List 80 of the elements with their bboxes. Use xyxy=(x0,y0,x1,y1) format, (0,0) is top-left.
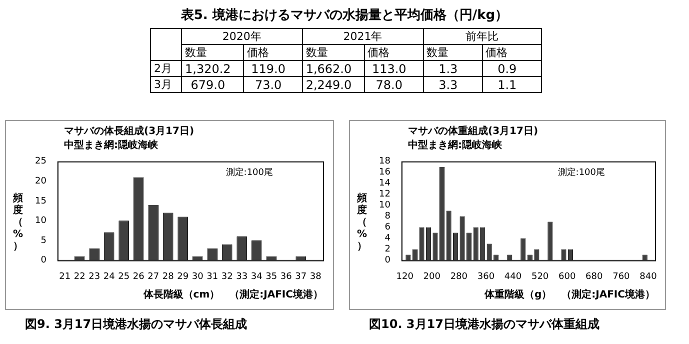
x-tick-label: 35 xyxy=(266,272,278,282)
x-tick-label: 38 xyxy=(310,272,322,282)
y-tick-label: 15 xyxy=(35,196,46,206)
x-tick-label: 120 xyxy=(396,272,414,282)
x-tick-label: 440 xyxy=(504,272,522,282)
chart-title: マサバの体重組成(3月17日) xyxy=(408,124,538,138)
x-tick-label: 680 xyxy=(586,272,604,282)
data-label: 1,662.0 xyxy=(302,60,364,76)
y-tick-label: 5 xyxy=(40,236,46,246)
annotation: 測定:100尾 xyxy=(226,166,273,179)
chart-title: 表5. 境港におけるマサバの水揚量と平均価格（円/kg） xyxy=(180,6,510,24)
text: 前年比 xyxy=(423,28,542,44)
data-label: 119.0 xyxy=(243,60,302,76)
x-tick-label: 22 xyxy=(74,272,86,282)
y-tick-label: 20 xyxy=(35,176,47,187)
data-label: 73.0 xyxy=(243,76,302,92)
y-tick-label: 16 xyxy=(379,168,391,178)
data-label: 78.0 xyxy=(364,76,424,92)
y-tick-label: 12 xyxy=(379,190,390,200)
text: 2021年 xyxy=(302,28,424,44)
y-tick-label: 3月 xyxy=(150,76,182,92)
x-tick-label: 23 xyxy=(88,272,100,282)
annotation: 測定:100尾 xyxy=(558,166,605,179)
x-tick-label: 25 xyxy=(118,272,130,282)
chart-subtitle: 中型まき網:隠岐海峡 xyxy=(408,138,502,152)
x-tick-label: 24 xyxy=(103,272,116,282)
x-tick-label: 21 xyxy=(59,272,71,282)
x-tick-label: 34 xyxy=(250,272,263,282)
x-tick-label: 840 xyxy=(640,272,658,282)
y-tick-label: 2月 xyxy=(150,60,182,76)
caption: 図9. 3月17日境港水揚のマサバ体長組成 xyxy=(25,316,248,333)
text: 2020年 xyxy=(182,28,302,44)
x-tick-label: 26 xyxy=(132,272,145,282)
y-tick-label: 18 xyxy=(379,156,391,167)
y-axis-title: 頻度（%） xyxy=(12,193,24,253)
data-label: 0.9 xyxy=(482,60,542,76)
data-label: 1.3 xyxy=(423,60,482,76)
x-tick-label: 価格 xyxy=(364,44,424,60)
data-label: 3.3 xyxy=(423,76,482,92)
x-tick-label: 27 xyxy=(148,272,160,282)
x-tick-label: 31 xyxy=(206,272,218,282)
x-tick-label: 600 xyxy=(558,272,576,282)
x-tick-label: 37 xyxy=(295,272,307,282)
x-tick-label: 数量 xyxy=(423,44,482,60)
y-tick-label: 2 xyxy=(384,244,390,255)
x-tick-label: 520 xyxy=(531,272,549,282)
data-label: 1.1 xyxy=(482,76,542,92)
x-tick-label: 30 xyxy=(192,272,204,282)
caption: 図10. 3月17日境港水揚のマサバ体重組成 xyxy=(369,316,600,333)
x-tick-label: 36 xyxy=(280,272,292,282)
x-axis-title: 体重階級（g） （測定:JAFIC境港） xyxy=(483,288,655,301)
chart-subtitle: 中型まき網:隠岐海峡 xyxy=(64,138,158,152)
y-tick-label: 0 xyxy=(40,256,47,266)
data-label: 679.0 xyxy=(182,76,244,92)
y-tick-label: 14 xyxy=(379,178,391,189)
y-tick-label: 4 xyxy=(384,234,391,244)
y-tick-label: 10 xyxy=(379,200,391,211)
y-tick-label: 6 xyxy=(384,222,391,233)
chart-title: マサバの体長組成(3月17日) xyxy=(64,124,194,138)
y-tick-label: 0 xyxy=(384,256,391,266)
y-tick-label: 8 xyxy=(384,212,391,222)
x-axis-title: 体長階級（cm） （測定:JAFIC境港） xyxy=(142,288,323,301)
x-tick-label: 200 xyxy=(423,272,441,282)
x-tick-label: 33 xyxy=(236,272,248,282)
x-tick-label: 28 xyxy=(162,272,174,282)
x-tick-label: 価格 xyxy=(243,44,302,60)
y-tick-label: 10 xyxy=(35,216,47,226)
x-tick-label: 数量 xyxy=(302,44,364,60)
y-tick-label: 25 xyxy=(35,156,46,167)
x-tick-label: 価格 xyxy=(482,44,542,60)
x-tick-label: 29 xyxy=(177,272,189,282)
x-tick-label: 数量 xyxy=(182,44,244,60)
x-tick-label: 280 xyxy=(450,272,468,282)
x-tick-label: 760 xyxy=(612,272,630,282)
y-axis-title: 頻度（%） xyxy=(356,193,368,253)
data-label: 2,249.0 xyxy=(302,76,364,92)
x-tick-label: 360 xyxy=(477,272,495,282)
data-label: 113.0 xyxy=(364,60,424,76)
data-label: 1,320.2 xyxy=(182,60,244,76)
x-tick-label: 32 xyxy=(221,272,233,282)
